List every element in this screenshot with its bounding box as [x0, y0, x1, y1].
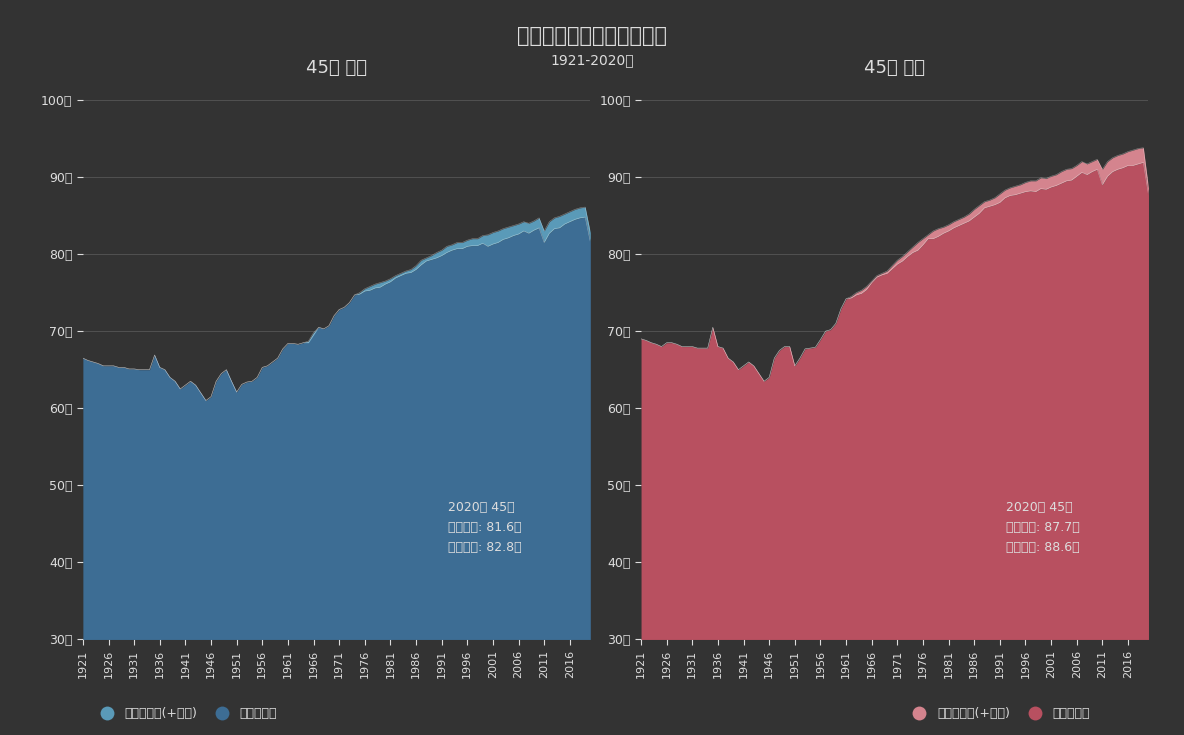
Title: 45歳 男性: 45歳 男性	[307, 60, 367, 77]
Text: 2020年 45歳
平均对命: 87.7歳
平均余命: 88.6歳: 2020年 45歳 平均对命: 87.7歳 平均余命: 88.6歳	[1006, 501, 1080, 553]
Title: 45歳 女性: 45歳 女性	[864, 60, 925, 77]
Text: 平均对命と余命の年次推移: 平均对命と余命の年次推移	[517, 26, 667, 46]
Text: 1921-2020年: 1921-2020年	[551, 53, 633, 67]
Text: 2020年 45歳
平均对命: 81.6歳
平均余命: 82.8歳: 2020年 45歳 平均对命: 81.6歳 平均余命: 82.8歳	[449, 501, 522, 553]
Legend: 女性の余命(+年齢), 女性の对命: 女性の余命(+年齢), 女性の对命	[902, 702, 1095, 725]
Legend: 男性の余命(+年齢), 男性の对命: 男性の余命(+年齢), 男性の对命	[89, 702, 282, 725]
